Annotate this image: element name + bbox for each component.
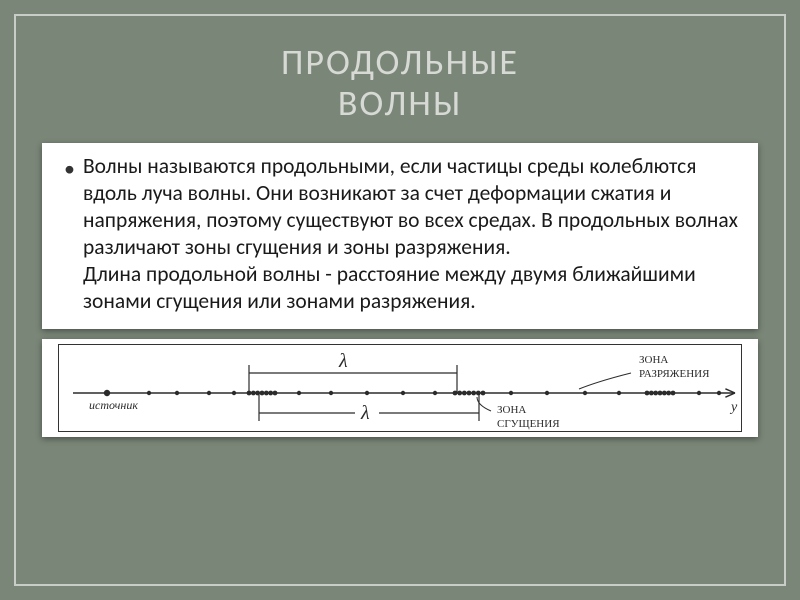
svg-text:λ: λ (360, 402, 370, 424)
svg-text:ЗОНА: ЗОНА (497, 404, 526, 416)
diagram-box: yисточникλλλЗОНАРАЗРЯЖЕНИЯЗОНАСГУЩЕНИЯ (42, 339, 758, 437)
body-paragraph-2: Длина продольной волны - расстояние межд… (83, 261, 740, 315)
body-paragraph-1: Волны называются продольными, если части… (83, 153, 740, 261)
title-line-2: ВОЛНЫ (338, 81, 462, 125)
longitudinal-wave-diagram: yисточникλλλЗОНАРАЗРЯЖЕНИЯЗОНАСГУЩЕНИЯ (59, 345, 749, 431)
svg-text:y: y (729, 400, 738, 415)
svg-text:РАЗРЯЖЕНИЯ: РАЗРЯЖЕНИЯ (639, 368, 710, 380)
title-line-1: ПРОДОЛЬНЫЕ (281, 40, 519, 84)
svg-text:λ: λ (338, 350, 348, 372)
bullet-dot: • (64, 155, 75, 184)
svg-text:источник: источник (89, 398, 138, 412)
svg-text:ЗОНА: ЗОНА (639, 354, 668, 366)
content-box: • Волны называются продольными, если час… (42, 143, 758, 329)
svg-text:СГУЩЕНИЯ: СГУЩЕНИЯ (497, 418, 560, 430)
diagram-frame: yисточникλλλЗОНАРАЗРЯЖЕНИЯЗОНАСГУЩЕНИЯ (58, 344, 742, 432)
slide-border: ПРОДОЛЬНЫЕ ВОЛНЫ • Волны называются прод… (14, 14, 786, 586)
bullet-item: • Волны называются продольными, если час… (64, 153, 740, 315)
slide-title: ПРОДОЛЬНЫЕ ВОЛНЫ (16, 16, 784, 139)
